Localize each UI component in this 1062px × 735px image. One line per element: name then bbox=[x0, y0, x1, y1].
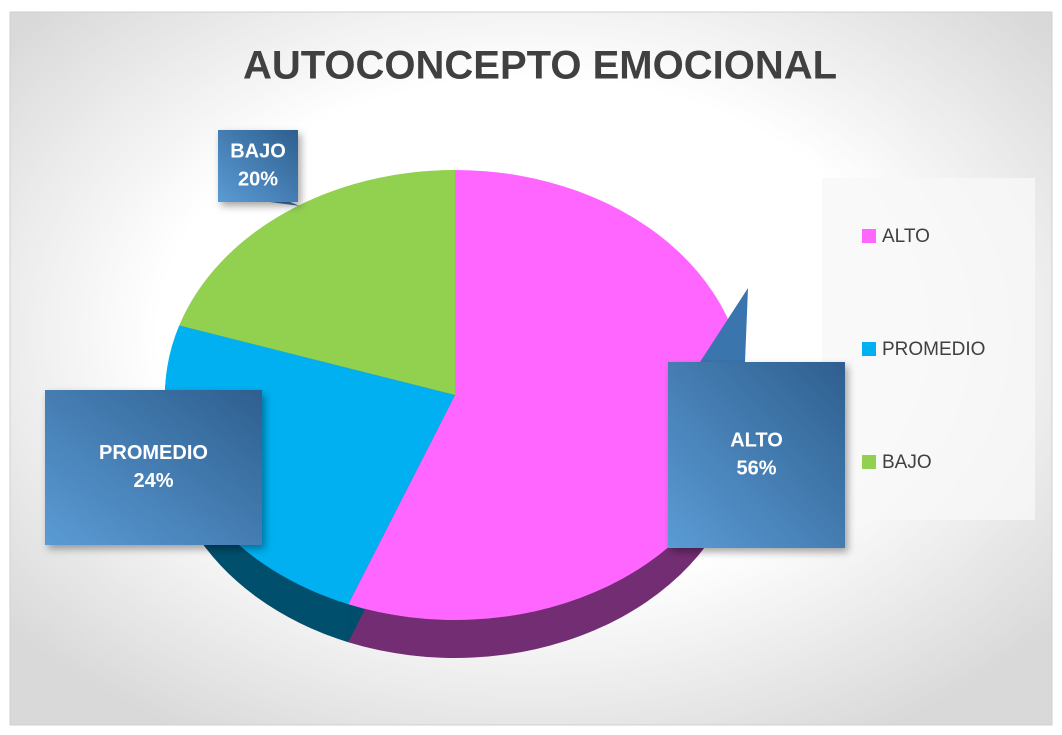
legend: ALTO PROMEDIO BAJO bbox=[862, 226, 985, 473]
legend-swatch bbox=[862, 229, 876, 243]
label-box bbox=[45, 390, 262, 545]
label-pointer bbox=[700, 288, 748, 362]
legend-box bbox=[822, 178, 1035, 520]
label-value: 24% bbox=[133, 470, 173, 492]
legend-swatch bbox=[862, 455, 876, 469]
label-category: PROMEDIO bbox=[99, 442, 208, 464]
pie bbox=[164, 170, 745, 658]
label-box bbox=[668, 362, 845, 548]
label-value: 20% bbox=[238, 168, 278, 190]
label-pointer bbox=[270, 202, 300, 206]
label-box bbox=[218, 130, 298, 202]
slice bbox=[179, 170, 455, 395]
legend-label: PROMEDIO bbox=[882, 339, 985, 360]
chart-title: AUTOCONCEPTO EMOCIONAL bbox=[243, 44, 837, 88]
legend-label: ALTO bbox=[882, 226, 930, 247]
slice bbox=[348, 170, 745, 620]
legend-swatch bbox=[862, 342, 876, 356]
label-category: BAJO bbox=[230, 140, 286, 162]
legend-label: BAJO bbox=[882, 452, 932, 473]
label-category: ALTO bbox=[730, 429, 783, 451]
label-value: 56% bbox=[736, 457, 776, 479]
data-labels: ALTO 56% PROMEDIO 24% BAJO 20% bbox=[45, 130, 845, 548]
